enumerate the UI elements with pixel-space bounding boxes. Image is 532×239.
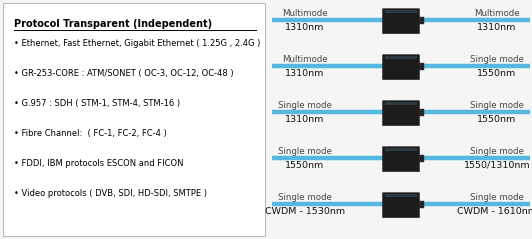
Bar <box>419 63 423 70</box>
Text: Single mode: Single mode <box>470 147 524 156</box>
Text: CWDM - 1610nm: CWDM - 1610nm <box>457 207 532 216</box>
Text: Protocol Transparent (Independent): Protocol Transparent (Independent) <box>14 19 212 29</box>
Bar <box>419 201 423 207</box>
Text: Single mode: Single mode <box>470 55 524 64</box>
Bar <box>385 194 417 197</box>
FancyBboxPatch shape <box>383 147 420 172</box>
FancyBboxPatch shape <box>383 101 420 126</box>
Text: Multimode: Multimode <box>474 9 520 18</box>
Text: • FDDI, IBM protocols ESCON and FICON: • FDDI, IBM protocols ESCON and FICON <box>14 159 184 168</box>
Bar <box>419 109 423 115</box>
Text: • Ethernet, Fast Ethernet, Gigabit Ethernet ( 1.25G , 2.4G ): • Ethernet, Fast Ethernet, Gigabit Ether… <box>14 39 260 48</box>
Text: CWDM - 1530nm: CWDM - 1530nm <box>265 207 345 216</box>
FancyBboxPatch shape <box>383 55 420 80</box>
Text: Single mode: Single mode <box>470 193 524 202</box>
Text: Single mode: Single mode <box>470 101 524 110</box>
FancyBboxPatch shape <box>383 9 420 34</box>
Bar <box>385 102 417 105</box>
Text: • Fibre Channel:  ( FC-1, FC-2, FC-4 ): • Fibre Channel: ( FC-1, FC-2, FC-4 ) <box>14 129 167 138</box>
Text: 1550/1310nm: 1550/1310nm <box>464 161 530 170</box>
Text: 1310nm: 1310nm <box>477 23 517 32</box>
Text: • GR-253-CORE : ATM/SONET ( OC-3, OC-12, OC-48 ): • GR-253-CORE : ATM/SONET ( OC-3, OC-12,… <box>14 69 234 78</box>
Text: • G.957 : SDH ( STM-1, STM-4, STM-16 ): • G.957 : SDH ( STM-1, STM-4, STM-16 ) <box>14 99 180 108</box>
Bar <box>419 16 423 23</box>
Text: 1550nm: 1550nm <box>477 115 517 124</box>
Bar <box>3 3 265 236</box>
Bar <box>385 148 417 151</box>
Text: Single mode: Single mode <box>278 147 332 156</box>
Text: Multimode: Multimode <box>282 9 328 18</box>
Text: • Video protocols ( DVB, SDI, HD-SDI, SMTPE ): • Video protocols ( DVB, SDI, HD-SDI, SM… <box>14 189 207 198</box>
Text: Single mode: Single mode <box>278 193 332 202</box>
Text: 1310nm: 1310nm <box>285 23 325 32</box>
Bar <box>419 154 423 162</box>
Text: 1310nm: 1310nm <box>285 115 325 124</box>
Text: Single mode: Single mode <box>278 101 332 110</box>
Text: 1550nm: 1550nm <box>477 69 517 78</box>
Bar <box>385 10 417 13</box>
FancyBboxPatch shape <box>383 193 420 218</box>
Text: 1550nm: 1550nm <box>285 161 325 170</box>
Bar <box>385 56 417 59</box>
Text: 1310nm: 1310nm <box>285 69 325 78</box>
Text: Multimode: Multimode <box>282 55 328 64</box>
